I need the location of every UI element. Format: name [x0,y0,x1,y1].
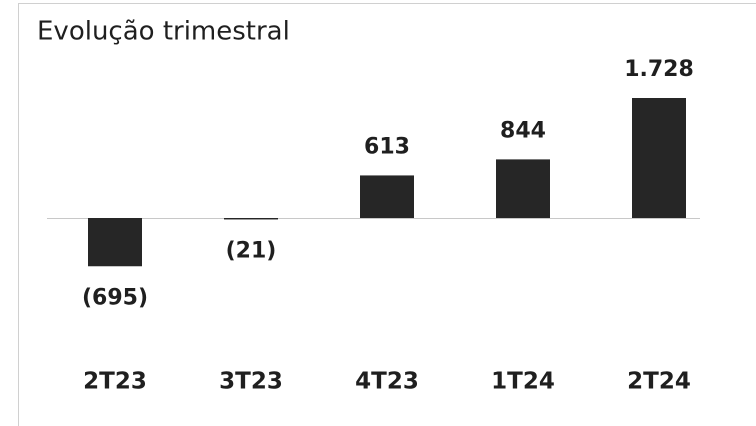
value-label: 1.728 [624,57,694,82]
value-label: 844 [500,118,546,143]
x-tick-label: 3T23 [219,369,283,395]
x-tick-label: 2T23 [83,369,147,395]
chart-title: Evolução trimestral [37,17,290,47]
value-label: (695) [82,285,148,310]
bar [224,218,278,220]
x-tick-label: 2T24 [627,369,691,395]
bar [360,175,414,218]
x-tick-label: 4T23 [355,369,419,395]
bar [88,218,142,267]
x-tick-label: 1T24 [491,369,555,395]
value-label: 613 [364,134,410,159]
bar [496,159,550,218]
value-label: (21) [226,238,277,263]
bar [632,98,686,218]
